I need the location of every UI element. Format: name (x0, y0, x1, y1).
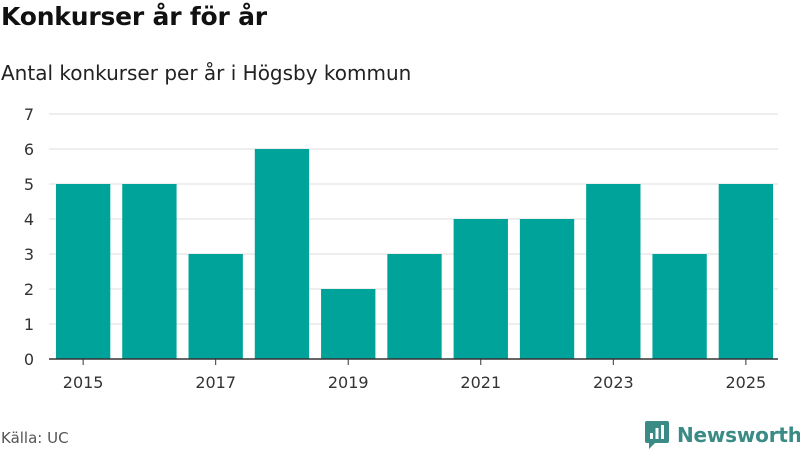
bar-2020 (387, 254, 442, 359)
y-tick-label: 4 (24, 210, 34, 229)
x-tick-label: 2023 (593, 373, 634, 392)
x-tick-label: 2019 (328, 373, 369, 392)
bar-2017 (188, 254, 243, 359)
y-tick-label: 2 (24, 280, 34, 299)
x-tick-label: 2025 (726, 373, 767, 392)
x-tick-label: 2015 (63, 373, 104, 392)
x-axis-ticks: 2015 2017 2019 2021 2023 2025 (63, 359, 766, 392)
y-axis-ticks: 0 1 2 3 4 5 6 7 (24, 105, 34, 369)
bar-2021 (453, 219, 508, 359)
bar-chart: 0 1 2 3 4 5 6 7 2015 2017 2019 2021 2023 2025 (24, 105, 778, 392)
newsworthy-logo[interactable]: Newsworthy (644, 420, 800, 450)
chart-subtitle: Antal konkurser per år i Högsby kommun (1, 61, 412, 85)
y-tick-label: 3 (24, 245, 34, 264)
y-tick-label: 5 (24, 175, 34, 194)
bar-2018 (254, 149, 310, 359)
bar-2015 (55, 184, 111, 359)
chart-title: Konkurser år för år (1, 2, 267, 31)
bar-2022 (519, 219, 575, 359)
y-tick-label: 1 (24, 315, 34, 334)
bar-2016 (122, 184, 177, 359)
source-note: Källa: UC (1, 429, 69, 447)
bar-2025 (718, 184, 774, 359)
newsworthy-icon (645, 421, 669, 449)
brand-name: Newsworthy (677, 423, 800, 447)
x-tick-label: 2017 (195, 373, 236, 392)
bars (55, 149, 774, 359)
bar-2019 (321, 289, 376, 359)
bar-2023 (586, 184, 641, 359)
x-tick-label: 2021 (460, 373, 501, 392)
bar-2024 (652, 254, 707, 359)
y-tick-label: 6 (24, 140, 34, 159)
y-tick-label: 7 (24, 105, 34, 124)
y-tick-label: 0 (24, 350, 34, 369)
